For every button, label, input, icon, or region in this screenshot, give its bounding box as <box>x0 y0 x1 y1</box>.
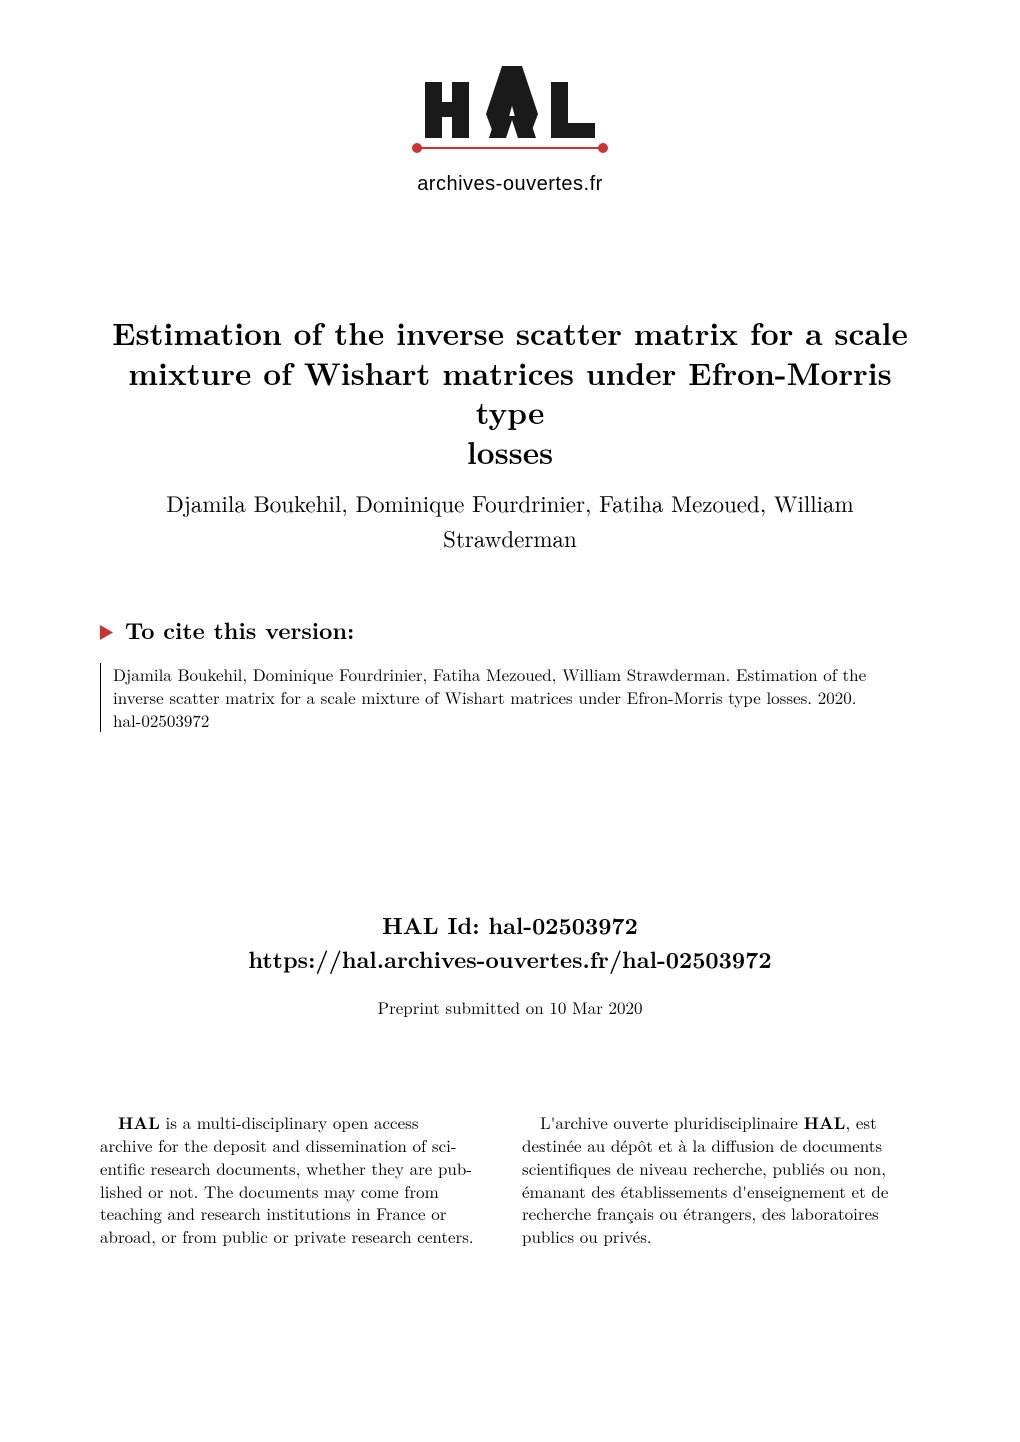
footer-col-right: L'archive ouverte pluridisciplinaire HAL… <box>522 1111 920 1248</box>
title-block: Estimation of the inverse scatter matrix… <box>100 314 920 556</box>
footer-col-left: HAL is a multi-disciplinary open access … <box>100 1111 498 1248</box>
title-line-2: mixture of Wishart matrices under Efron-… <box>128 351 891 435</box>
cite-body: Djamila Boukehil, Dominique Fourdrinier,… <box>100 663 920 732</box>
triangle-icon <box>100 614 115 647</box>
footer-left-l5: teaching and research institutions in Fr… <box>100 1201 446 1225</box>
authors-line-1: Djamila Boukehil, Dominique Fourdrinier,… <box>166 486 853 519</box>
cite-line-1: Djamila Boukehil, Dominique Fourdrinier,… <box>113 662 866 686</box>
authors-line-2: Strawderman <box>443 521 577 554</box>
cite-line-3: hal-02503972 <box>113 708 209 732</box>
footer-right-bold: HAL <box>804 1111 846 1135</box>
footer-left-bold: HAL <box>118 1111 160 1135</box>
cite-line-2: inverse scatter matrix for a scale mixtu… <box>113 685 856 709</box>
logo-subtitle: archives-ouvertes.fr <box>405 173 615 196</box>
footer-left-l6: abroad, or from public or private resear… <box>100 1224 474 1248</box>
cite-header: To cite this version: <box>100 612 920 647</box>
cite-header-text: To cite this version: <box>125 613 354 646</box>
paper-authors: Djamila Boukehil, Dominique Fourdrinier,… <box>100 485 920 556</box>
hal-logo: archives-ouvertes.fr <box>405 44 615 196</box>
footer-left-l2: archive for the deposit and disseminatio… <box>100 1133 457 1157</box>
footer-right-l1a: L'archive ouverte pluridisciplinaire <box>540 1110 804 1134</box>
hal-logo-block: archives-ouvertes.fr <box>0 0 1020 196</box>
footer-right-l2: destinée au dépôt et à la diffusion de d… <box>522 1133 882 1157</box>
footer-right-l1b: , est <box>845 1110 876 1134</box>
footer-left-l4: lished or not. The documents may come fr… <box>100 1179 439 1203</box>
submitted-line: Preprint submitted on 10 Mar 2020 <box>100 995 920 1019</box>
halid-block: HAL Id: hal-02503972 https://hal.archive… <box>100 908 920 1019</box>
footer-right-l3: scientifiques de niveau recherche, publi… <box>522 1156 886 1180</box>
title-line-3: losses <box>467 430 553 474</box>
paper-title: Estimation of the inverse scatter matrix… <box>100 314 920 473</box>
footer-right-l4: émanant des établissements d'enseignemen… <box>522 1179 888 1203</box>
footer-left-l3: entific research documents, whether they… <box>100 1156 472 1180</box>
cite-block: To cite this version: Djamila Boukehil, … <box>100 612 920 732</box>
footer-right-l5: recherche français ou étrangers, des lab… <box>522 1201 879 1225</box>
hal-url-line: https://hal.archives-ouvertes.fr/hal-025… <box>100 942 920 977</box>
title-line-1: Estimation of the inverse scatter matrix… <box>112 311 908 355</box>
footer-right-l6: publics ou privés. <box>522 1224 652 1248</box>
footer-columns: HAL is a multi-disciplinary open access … <box>100 1111 920 1248</box>
footer-left-rest1: is a multi-disciplinary open access <box>160 1110 419 1134</box>
hal-id-line: HAL Id: hal-02503972 <box>100 908 920 943</box>
